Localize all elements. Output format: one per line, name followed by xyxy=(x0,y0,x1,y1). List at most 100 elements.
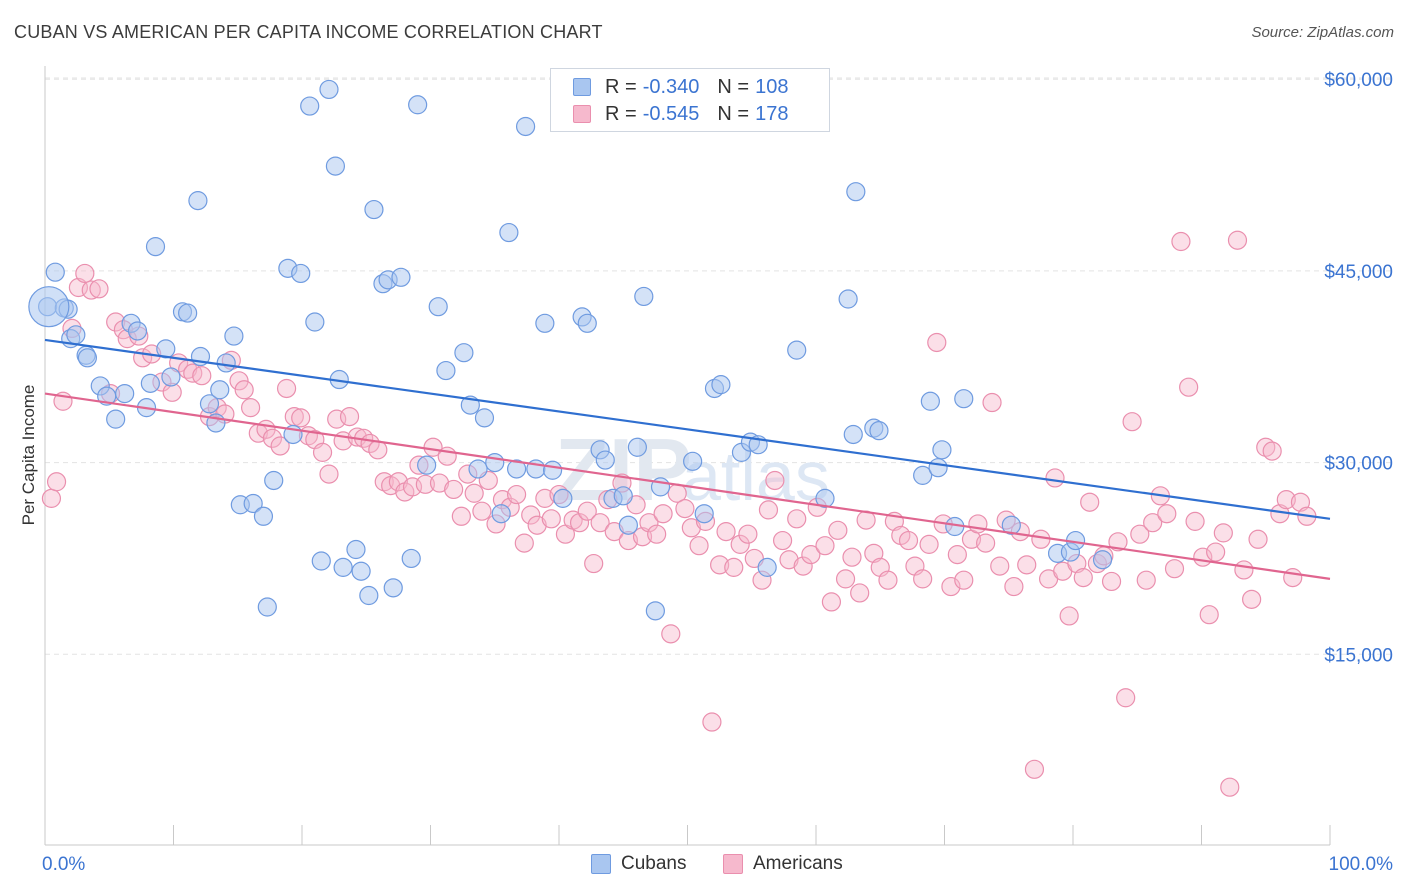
american-point xyxy=(472,501,492,521)
american-point xyxy=(828,520,848,540)
american-point xyxy=(464,483,484,503)
american-point xyxy=(724,557,744,577)
cuban-point xyxy=(515,116,536,137)
cuban-point xyxy=(491,504,511,524)
cuban-point xyxy=(253,506,274,526)
cuban-point xyxy=(613,486,633,506)
american-point xyxy=(541,509,561,529)
american-point xyxy=(898,530,919,551)
american-point xyxy=(192,366,212,386)
correlation-legend: R = -0.340 N = 108 R = -0.545 N = 178 xyxy=(550,68,830,132)
cuban-point xyxy=(499,222,519,243)
american-point xyxy=(1213,523,1233,543)
cuban-point xyxy=(1001,515,1021,535)
y-tick-label: $45,000 xyxy=(1324,262,1393,283)
cuban-point xyxy=(45,262,65,282)
american-point xyxy=(772,530,793,551)
cuban-point xyxy=(694,504,714,524)
legend-row-cubans: R = -0.340 N = 108 xyxy=(573,75,788,99)
cuban-point xyxy=(542,460,563,480)
american-point xyxy=(954,570,974,590)
american-point xyxy=(815,536,835,556)
cuban-point xyxy=(645,601,665,621)
cuban-point xyxy=(264,470,284,491)
american-point xyxy=(919,534,939,554)
cuban-point xyxy=(305,312,325,332)
american-point xyxy=(982,392,1002,413)
american-point xyxy=(339,406,360,427)
cuban-point xyxy=(928,458,948,478)
american-point xyxy=(1122,412,1142,432)
source-attribution: Source: ZipAtlas.com xyxy=(1251,24,1394,41)
y-tick-label: $60,000 xyxy=(1324,70,1393,91)
cuban-point xyxy=(408,95,428,115)
american-point xyxy=(1031,529,1051,549)
american-point xyxy=(716,522,736,542)
american-point xyxy=(229,371,249,391)
american-point xyxy=(787,509,807,529)
american-point xyxy=(1262,441,1282,461)
bottom-legend-cubans[interactable]: Cubans xyxy=(591,853,687,875)
american-point xyxy=(927,332,947,353)
cuban-point xyxy=(224,326,244,346)
american-point xyxy=(1080,492,1100,512)
american-point xyxy=(639,513,659,533)
y-tick-label: $15,000 xyxy=(1324,645,1393,666)
cuban-point xyxy=(618,515,638,535)
american-point xyxy=(514,533,534,553)
american-point xyxy=(527,515,547,535)
cuban-point xyxy=(468,459,488,479)
american-point xyxy=(521,505,541,525)
american-legend-swatch xyxy=(723,854,743,874)
american-point xyxy=(913,569,933,589)
american-point xyxy=(444,479,464,500)
cuban-point xyxy=(846,182,866,202)
american-point xyxy=(1179,377,1199,397)
cuban-point xyxy=(333,557,353,577)
cuban-point xyxy=(474,408,495,428)
cuban-point xyxy=(364,199,384,220)
american-point xyxy=(312,442,333,462)
cuban-point xyxy=(920,391,940,411)
american-point xyxy=(1108,532,1128,552)
american-point xyxy=(1059,606,1079,626)
american-point xyxy=(947,545,967,565)
cuban-point xyxy=(216,353,236,373)
american-point xyxy=(241,398,261,418)
cuban-point xyxy=(634,286,654,307)
cuban-point xyxy=(291,263,311,284)
american-n-value: 178 xyxy=(755,102,789,125)
american-point xyxy=(793,556,813,576)
american-point xyxy=(1024,759,1045,779)
american-point xyxy=(1290,492,1311,512)
cuban-point xyxy=(683,451,703,471)
cuban-large-point xyxy=(28,286,70,328)
american-point xyxy=(569,513,590,533)
cuban-point xyxy=(161,367,181,387)
american-point xyxy=(1157,504,1177,524)
american-point xyxy=(41,488,62,508)
american-point xyxy=(1101,571,1122,592)
american-point xyxy=(1242,589,1262,609)
american-point xyxy=(577,501,597,521)
american-point xyxy=(46,472,67,492)
american-point xyxy=(689,536,709,556)
american-point xyxy=(1143,513,1163,533)
american-point xyxy=(506,484,527,505)
american-point xyxy=(850,583,870,603)
cuban-point xyxy=(595,450,615,470)
chart-title: CUBAN VS AMERICAN PER CAPITA INCOME CORR… xyxy=(14,22,603,42)
bottom-legend-americans[interactable]: Americans xyxy=(723,853,843,875)
cuban-point xyxy=(535,313,555,333)
cuban-point xyxy=(843,424,863,445)
cuban-point xyxy=(115,383,135,404)
american-point xyxy=(1220,777,1240,797)
cuban-point xyxy=(346,539,366,560)
cuban-point xyxy=(359,585,379,606)
cuban-point xyxy=(954,389,974,409)
cuban-point xyxy=(838,289,858,309)
cuban-point xyxy=(627,437,647,457)
american-point xyxy=(702,712,722,732)
american-trend-line xyxy=(44,392,1331,580)
cuban-point xyxy=(932,440,952,460)
